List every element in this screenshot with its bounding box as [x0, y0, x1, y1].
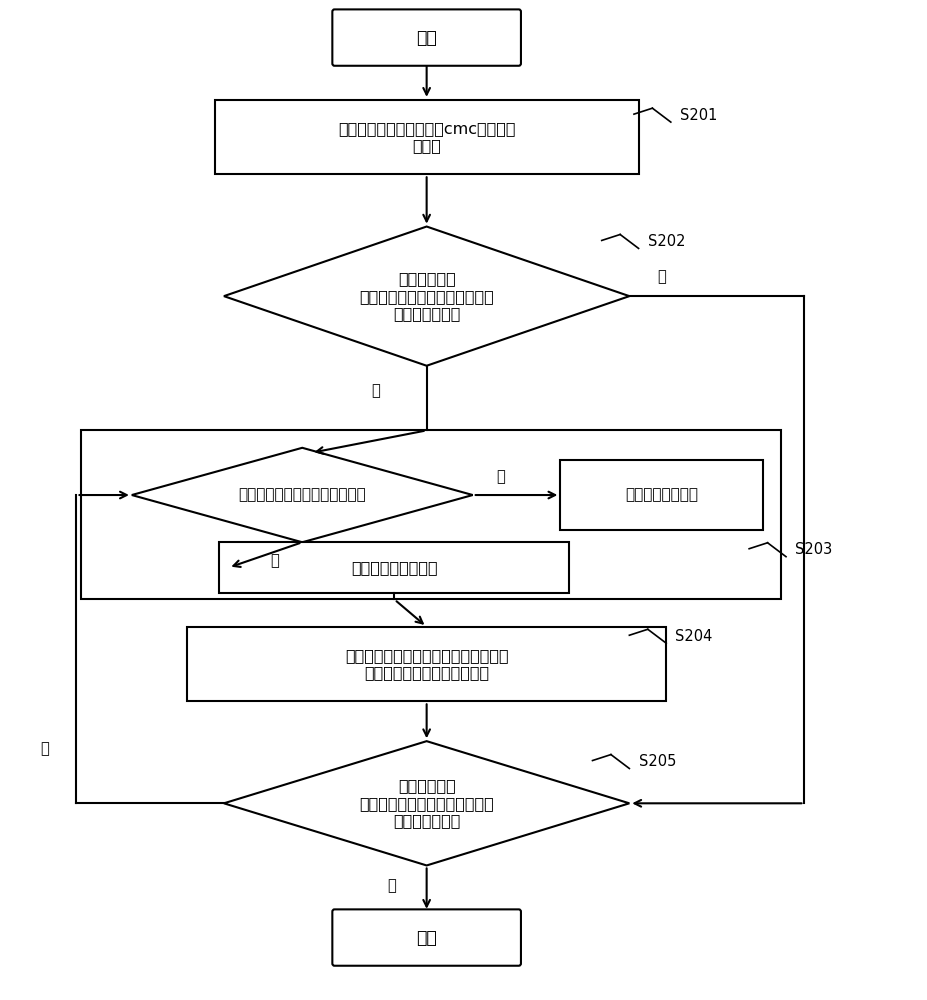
- Polygon shape: [224, 227, 629, 366]
- Text: 是: 是: [657, 269, 666, 284]
- Bar: [187, 627, 667, 701]
- Text: S204: S204: [676, 629, 713, 644]
- Polygon shape: [224, 741, 629, 865]
- Text: 重新判断存储
软件中的兼容列表中是否存在所
述当前版本信息: 重新判断存储 软件中的兼容列表中是否存在所 述当前版本信息: [360, 778, 494, 828]
- Polygon shape: [132, 448, 473, 542]
- Text: 向管理员发出告警: 向管理员发出告警: [625, 488, 698, 503]
- FancyBboxPatch shape: [333, 9, 521, 66]
- Text: S202: S202: [648, 234, 685, 249]
- Text: 将所述更新次数加一: 将所述更新次数加一: [351, 560, 438, 575]
- Text: 否: 否: [271, 553, 279, 568]
- Text: 将所述当前版本信息替换为所述兼容列
表中包含的一个标准版本信息: 将所述当前版本信息替换为所述兼容列 表中包含的一个标准版本信息: [345, 648, 508, 680]
- Bar: [215, 100, 639, 174]
- Text: S203: S203: [795, 542, 832, 557]
- Text: 是: 是: [496, 470, 504, 485]
- Text: S205: S205: [639, 754, 676, 769]
- Bar: [81, 430, 781, 599]
- Text: 否: 否: [40, 741, 48, 756]
- Text: 否: 否: [372, 383, 380, 398]
- Text: S201: S201: [680, 108, 717, 123]
- FancyBboxPatch shape: [333, 909, 521, 966]
- Text: 是: 是: [387, 878, 396, 893]
- Text: 判断所述存储
软件中的兼容列表中是否存在所
述当前版本信息: 判断所述存储 软件中的兼容列表中是否存在所 述当前版本信息: [360, 271, 494, 321]
- Bar: [560, 460, 763, 530]
- Text: 在存储软件启动后，获取cmc的当前版
本信息: 在存储软件启动后，获取cmc的当前版 本信息: [338, 121, 515, 153]
- Text: 结束: 结束: [416, 929, 437, 947]
- Bar: [220, 542, 569, 593]
- Text: 判断更新次数是否超过预定次数: 判断更新次数是否超过预定次数: [238, 488, 366, 503]
- Text: 开始: 开始: [416, 29, 437, 47]
